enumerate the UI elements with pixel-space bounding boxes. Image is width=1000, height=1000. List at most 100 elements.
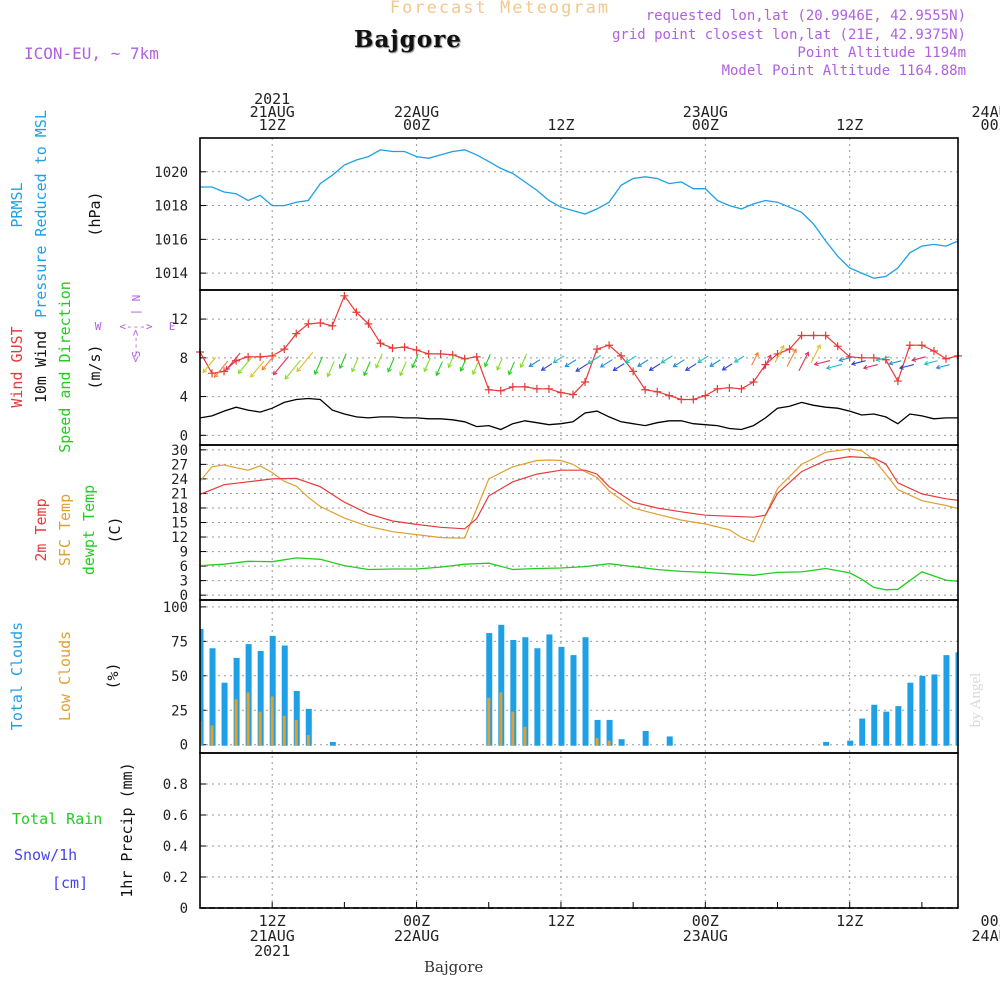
wind-direction-arrow	[625, 355, 637, 363]
wind-arrowhead	[575, 367, 581, 372]
gust-marker	[496, 386, 505, 395]
total-cloud-bar	[546, 634, 553, 746]
wind-arrowhead	[587, 359, 592, 365]
gust-marker	[256, 352, 265, 361]
wind-ytick-label: 8	[180, 351, 188, 367]
gust-marker	[544, 384, 553, 393]
wind-arrowhead	[272, 370, 278, 376]
temp-sfc-label: SFC Temp	[56, 494, 74, 566]
total-cloud-bar	[859, 718, 866, 746]
compass-east: E	[169, 320, 176, 333]
gust-marker	[893, 377, 902, 386]
wind-arrowhead	[351, 367, 356, 373]
wind-direction-arrow	[565, 359, 577, 368]
wind-direction-arrow	[685, 363, 697, 371]
bottom-time-label: 2021	[254, 942, 290, 960]
wind-direction-arrow	[529, 359, 541, 367]
top-time-label: 24AUG	[972, 103, 1000, 121]
wind-direction-arrow	[284, 359, 302, 380]
temperature-ytick-label: 0	[180, 588, 188, 604]
wind-direction-arrow	[375, 353, 383, 368]
low-cloud-bar	[246, 692, 250, 746]
gust-marker	[532, 384, 541, 393]
low-cloud-bar	[511, 711, 515, 746]
precip-ytick-label: 0	[180, 901, 188, 917]
wind-direction-arrow	[484, 354, 491, 367]
gust-marker	[593, 345, 602, 354]
wind-direction-arrow	[899, 364, 915, 369]
gust-marker	[556, 388, 565, 397]
total-cloud-bar	[594, 719, 601, 746]
snow-unit-label: [cm]	[52, 874, 88, 892]
total-cloud-bar	[486, 633, 493, 746]
wind-arrowhead	[733, 358, 739, 363]
wind-arrowhead	[387, 367, 392, 373]
gust-marker	[689, 395, 698, 404]
wind-direction-arrow	[851, 360, 866, 365]
wind-ytick-label: 0	[180, 428, 188, 444]
bottom-time-label: 00Z	[403, 912, 430, 930]
clouds-unit-label: (%)	[104, 662, 122, 689]
wind-direction-arrow	[472, 361, 479, 375]
wind-direction-arrow	[351, 357, 359, 372]
low-cloud-bar	[282, 715, 286, 746]
wind-arrowhead	[850, 360, 856, 366]
wind-direction-arrow	[553, 355, 565, 363]
wind-arrowhead	[447, 363, 453, 369]
wind-arrowhead	[507, 370, 513, 376]
wind-arrowhead	[423, 367, 428, 373]
wind-direction-arrow	[936, 364, 950, 369]
model-label: ICON-EU, ~ 7km	[24, 44, 159, 63]
wind-direction-arrow	[508, 361, 515, 375]
gust-marker	[701, 391, 710, 400]
wind-direction-arrow	[214, 360, 229, 378]
gust-marker	[629, 367, 638, 376]
total-cloud-bar	[329, 741, 336, 746]
gust-marker	[412, 346, 421, 355]
temperature-series-line	[200, 557, 958, 591]
wind-direction-arrow	[863, 364, 878, 369]
gust-marker	[653, 387, 662, 396]
wind-direction-arrow	[734, 355, 745, 363]
wind-direction-arrow	[798, 352, 809, 372]
total-cloud-bar	[895, 706, 902, 746]
total-cloud-bar	[257, 651, 264, 746]
wind-direction-arrow	[387, 357, 395, 372]
pressure-ytick-label: 1018	[154, 199, 188, 215]
wind-direction-arrow	[202, 357, 217, 373]
wind-arrowhead	[911, 357, 917, 362]
wind-direction-arrow	[814, 360, 831, 366]
top-time-label: 12Z	[547, 116, 574, 134]
wind-direction-arrow	[774, 345, 785, 363]
gust-marker	[244, 352, 253, 361]
wind-arrowhead	[552, 358, 558, 364]
wind-arrowhead	[898, 364, 904, 370]
low-clouds-label: Low Clouds	[56, 631, 74, 721]
clouds-ytick-label: 100	[163, 600, 188, 616]
total-cloud-bar	[919, 675, 926, 746]
gust-marker	[520, 382, 529, 391]
low-cloud-bar	[210, 725, 214, 746]
low-cloud-bar	[258, 711, 262, 746]
gust-marker	[292, 329, 301, 338]
wind-direction-arrow	[826, 363, 843, 369]
gust-marker	[484, 385, 493, 394]
total-cloud-bar	[931, 674, 938, 746]
low-cloud-bar	[595, 737, 599, 746]
compass-horizontal: <--->	[119, 320, 152, 333]
gust-marker	[472, 352, 481, 361]
wind-series-line	[200, 294, 958, 401]
total-cloud-bar	[200, 628, 204, 746]
wind-arrowhead	[875, 357, 881, 362]
gust-marker	[436, 349, 445, 358]
top-time-label: 12Z	[836, 116, 863, 134]
wind-direction-arrow	[411, 353, 419, 368]
gust-marker	[328, 321, 337, 330]
wind-arrowhead	[684, 366, 690, 371]
temperature-series-line	[200, 448, 958, 543]
wind-direction-arrow	[575, 362, 589, 372]
wind-arrowhead	[225, 365, 230, 371]
wind-arrowhead	[754, 351, 759, 357]
gust-marker	[220, 367, 229, 376]
